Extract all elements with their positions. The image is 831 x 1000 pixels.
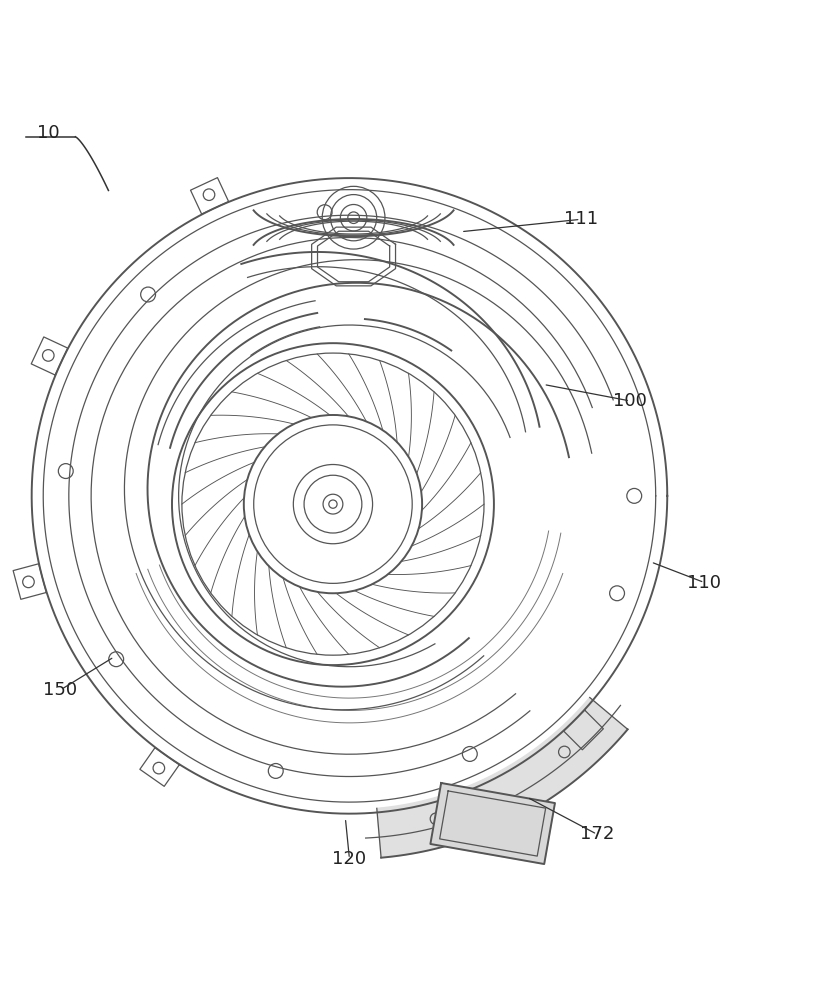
Text: 150: 150: [43, 681, 77, 699]
Text: 110: 110: [687, 574, 721, 592]
Text: 10: 10: [37, 124, 60, 142]
Polygon shape: [376, 697, 627, 858]
Text: 100: 100: [613, 392, 647, 410]
Text: 120: 120: [332, 850, 366, 868]
Polygon shape: [430, 783, 555, 864]
Text: 111: 111: [563, 210, 597, 228]
Text: 172: 172: [580, 825, 614, 843]
